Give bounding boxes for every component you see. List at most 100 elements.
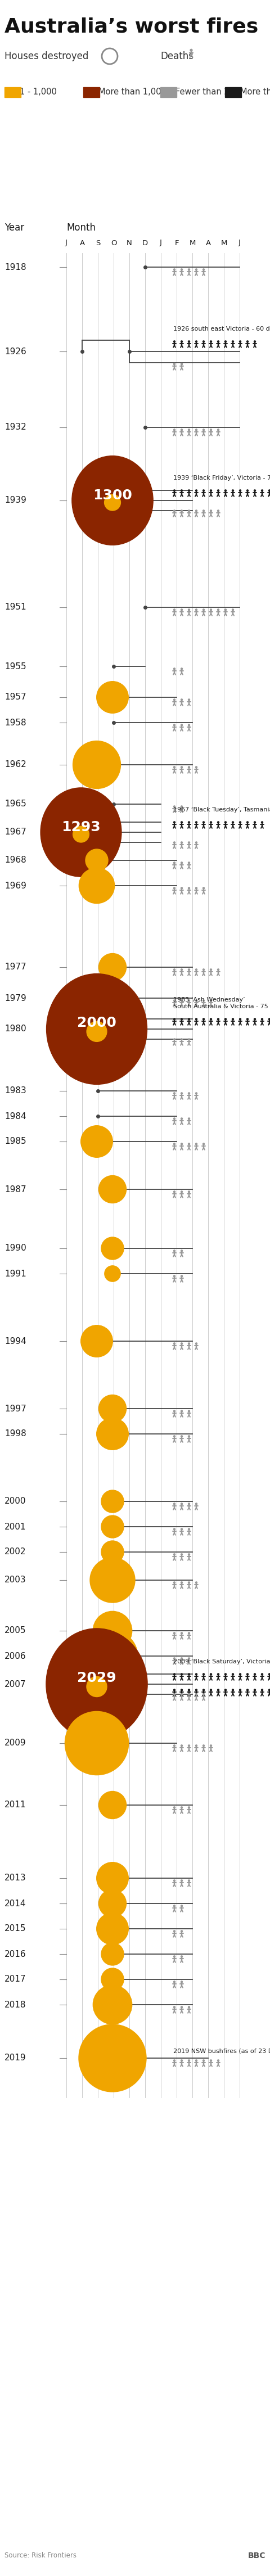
Circle shape [93, 1986, 132, 2025]
FancyBboxPatch shape [160, 88, 177, 98]
Text: 1998: 1998 [5, 1430, 26, 1437]
Text: 1957: 1957 [5, 693, 26, 701]
Circle shape [87, 1631, 138, 1682]
Text: 2011: 2011 [5, 1801, 26, 1808]
Circle shape [73, 827, 89, 842]
Text: 1983 ‘Ash Wednesday’
South Australia & Victoria - 75 deaths: 1983 ‘Ash Wednesday’ South Australia & V… [173, 997, 270, 1010]
Text: 1984: 1984 [5, 1113, 26, 1121]
Text: Houses destroyed: Houses destroyed [5, 52, 89, 62]
Text: 1300: 1300 [93, 489, 132, 502]
Ellipse shape [40, 788, 122, 876]
Circle shape [87, 1677, 107, 1698]
Text: 2013: 2013 [5, 1873, 26, 1883]
Text: 2018: 2018 [5, 2002, 26, 2009]
Text: Source: Risk Frontiers: Source: Risk Frontiers [5, 2553, 76, 2561]
Circle shape [101, 1489, 124, 1512]
Text: 1991: 1991 [5, 1270, 26, 1278]
Text: M: M [189, 240, 195, 247]
Circle shape [79, 2025, 146, 2092]
Circle shape [81, 1324, 113, 1358]
Circle shape [101, 1968, 124, 1991]
Text: 1932: 1932 [5, 422, 26, 433]
Text: 1967 ‘Black Tuesday’, Tasmania - 62 deaths: 1967 ‘Black Tuesday’, Tasmania - 62 deat… [173, 806, 270, 811]
Circle shape [101, 987, 124, 1010]
Text: 1962: 1962 [5, 760, 26, 770]
Text: 1969: 1969 [5, 881, 26, 889]
Text: 1965: 1965 [5, 801, 26, 809]
Text: 1990: 1990 [5, 1244, 26, 1252]
Text: Month: Month [66, 222, 96, 232]
Text: 1983: 1983 [5, 1087, 26, 1095]
Text: 1980: 1980 [5, 1025, 26, 1033]
Text: J: J [160, 240, 162, 247]
Text: 1939 ‘Black Friday’, Victoria - 71 deaths: 1939 ‘Black Friday’, Victoria - 71 death… [173, 474, 270, 482]
Circle shape [65, 1710, 129, 1775]
Text: 1293: 1293 [61, 822, 101, 835]
Text: 1 - 1,000: 1 - 1,000 [20, 88, 57, 95]
Text: A: A [80, 240, 85, 247]
Text: 1987: 1987 [5, 1185, 26, 1193]
FancyBboxPatch shape [83, 88, 99, 98]
Text: F: F [174, 240, 179, 247]
Circle shape [99, 953, 126, 981]
Text: 1994: 1994 [5, 1337, 26, 1345]
Circle shape [86, 850, 108, 871]
Circle shape [101, 1942, 124, 1965]
Text: More than 25: More than 25 [240, 88, 270, 95]
Text: 1951: 1951 [5, 603, 26, 611]
Text: M: M [221, 240, 227, 247]
Text: 2017: 2017 [5, 1976, 26, 1984]
Text: 1967: 1967 [5, 827, 26, 837]
Circle shape [104, 495, 121, 510]
Text: 2001: 2001 [5, 1522, 26, 1530]
Circle shape [97, 1914, 129, 1945]
Circle shape [190, 49, 193, 52]
Text: A: A [205, 240, 211, 247]
Text: 1985: 1985 [5, 1136, 26, 1146]
Circle shape [99, 1790, 126, 1819]
Text: J: J [65, 240, 68, 247]
Text: 2009: 2009 [5, 1739, 26, 1747]
Text: 1979: 1979 [5, 994, 26, 1002]
Text: 1926: 1926 [5, 348, 26, 355]
Ellipse shape [72, 456, 153, 546]
Text: Fewer than 25: Fewer than 25 [176, 88, 235, 95]
Text: BBC: BBC [248, 2553, 265, 2561]
Circle shape [73, 742, 121, 788]
Circle shape [99, 1394, 126, 1422]
Circle shape [81, 1126, 113, 1157]
Text: Deaths: Deaths [160, 52, 194, 62]
Text: Year: Year [5, 222, 24, 232]
Text: 1918: 1918 [5, 263, 26, 270]
Text: 1997: 1997 [5, 1404, 26, 1412]
Circle shape [97, 1417, 129, 1450]
Text: 2014: 2014 [5, 1899, 26, 1909]
Text: N: N [127, 240, 132, 247]
Text: 2002: 2002 [5, 1548, 26, 1556]
Text: S: S [96, 240, 100, 247]
Circle shape [93, 1610, 132, 1651]
Text: 2003: 2003 [5, 1577, 26, 1584]
Text: 1968: 1968 [5, 855, 26, 866]
Text: 2000: 2000 [5, 1497, 26, 1504]
Text: 2007: 2007 [5, 1680, 26, 1687]
Text: D: D [142, 240, 148, 247]
Text: 1939: 1939 [5, 497, 26, 505]
Text: 2005: 2005 [5, 1625, 26, 1636]
Text: 2016: 2016 [5, 1950, 26, 1958]
Circle shape [101, 1236, 124, 1260]
Text: 2006: 2006 [5, 1651, 26, 1662]
Text: 1955: 1955 [5, 662, 26, 670]
Text: 2019: 2019 [5, 2053, 26, 2063]
Text: 2019 NSW bushfires (as of 23 Dec): 2019 NSW bushfires (as of 23 Dec) [173, 2048, 270, 2053]
Circle shape [90, 1558, 135, 1602]
Circle shape [101, 1540, 124, 1564]
Circle shape [101, 1515, 124, 1538]
Text: More than 1,000: More than 1,000 [99, 88, 166, 95]
Text: 2000: 2000 [77, 1018, 116, 1030]
FancyBboxPatch shape [5, 88, 21, 98]
Circle shape [99, 1891, 126, 1917]
Circle shape [97, 683, 129, 714]
Circle shape [97, 1862, 129, 1893]
Circle shape [87, 1023, 107, 1041]
